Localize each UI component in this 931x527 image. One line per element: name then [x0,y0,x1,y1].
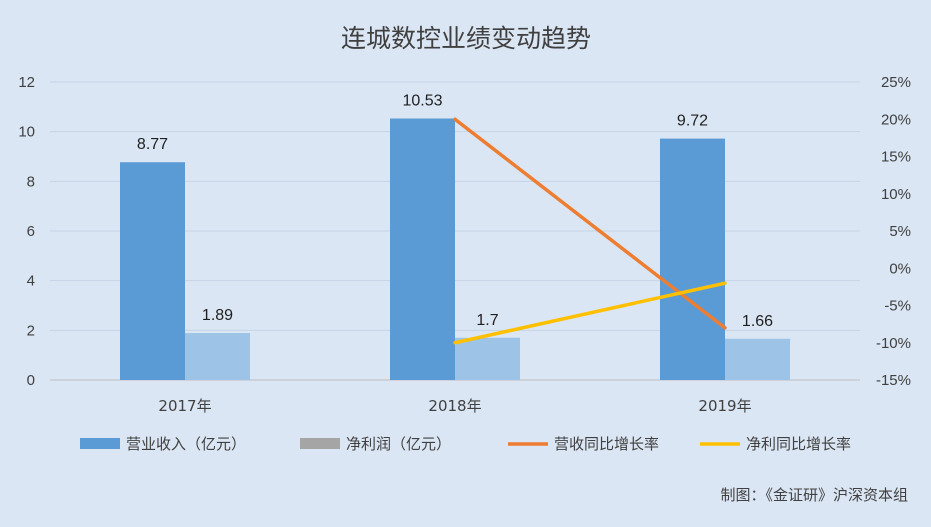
y-right-tick-label: 25% [881,74,911,91]
legend-swatch [300,438,340,449]
y-right-tick-label: -15% [876,372,911,389]
y-right-tick-label: 10% [881,186,911,203]
bar [660,138,725,380]
x-axis: 2017年 2018年 2019年 [158,397,751,415]
legend-label: 营收同比增长率 [554,435,659,453]
bar-series [120,118,790,380]
data-labels: 8.77 1.89 10.53 1.7 9.72 1.66 [137,93,773,330]
x-tick-label: 2017年 [158,397,211,415]
y-right-tick-label: 0% [889,260,911,277]
legend-label: 净利润（亿元） [346,435,451,453]
legend: 营业收入（亿元） 净利润（亿元） 营收同比增长率 净利同比增长率 [80,435,851,453]
legend-label: 净利同比增长率 [746,435,851,453]
bar-value-label: 9.72 [677,113,708,130]
y-right-tick-label: 20% [881,111,911,128]
x-tick-label: 2019年 [698,397,751,415]
y-axis-left: 0 2 4 6 8 10 12 [18,74,35,389]
y-left-tick-label: 0 [27,372,35,389]
bar [455,337,520,380]
credit-text: 制图：《金证研》沪深资本组 [720,486,908,504]
line-series [453,117,727,345]
y-left-tick-label: 6 [27,223,35,240]
y-axis-right: -15% -10% -5% 0% 5% 10% 15% 20% 25% [876,74,911,389]
series-line [453,281,727,345]
y-left-tick-label: 2 [27,322,35,339]
bar-value-label: 1.89 [202,307,233,324]
bar [725,338,790,380]
bar-value-label: 1.7 [476,312,498,329]
bar [390,118,455,380]
y-left-tick-label: 4 [27,273,35,290]
y-right-tick-label: -10% [876,335,911,352]
y-left-tick-label: 8 [27,173,35,190]
y-left-tick-label: 12 [18,74,35,91]
legend-label: 营业收入（亿元） [126,435,246,453]
chart-title: 连城数控业绩变动趋势 [341,24,591,53]
bar [120,162,185,380]
y-right-tick-label: 15% [881,149,911,166]
legend-swatch [80,438,120,449]
bar-value-label: 1.66 [742,313,773,330]
bar-value-label: 8.77 [137,136,168,153]
bar [185,333,250,380]
y-right-tick-label: -5% [884,298,911,315]
y-left-tick-label: 10 [18,124,35,141]
bar-value-label: 10.53 [402,93,442,110]
y-right-tick-label: 5% [889,223,911,240]
x-tick-label: 2018年 [428,397,481,415]
